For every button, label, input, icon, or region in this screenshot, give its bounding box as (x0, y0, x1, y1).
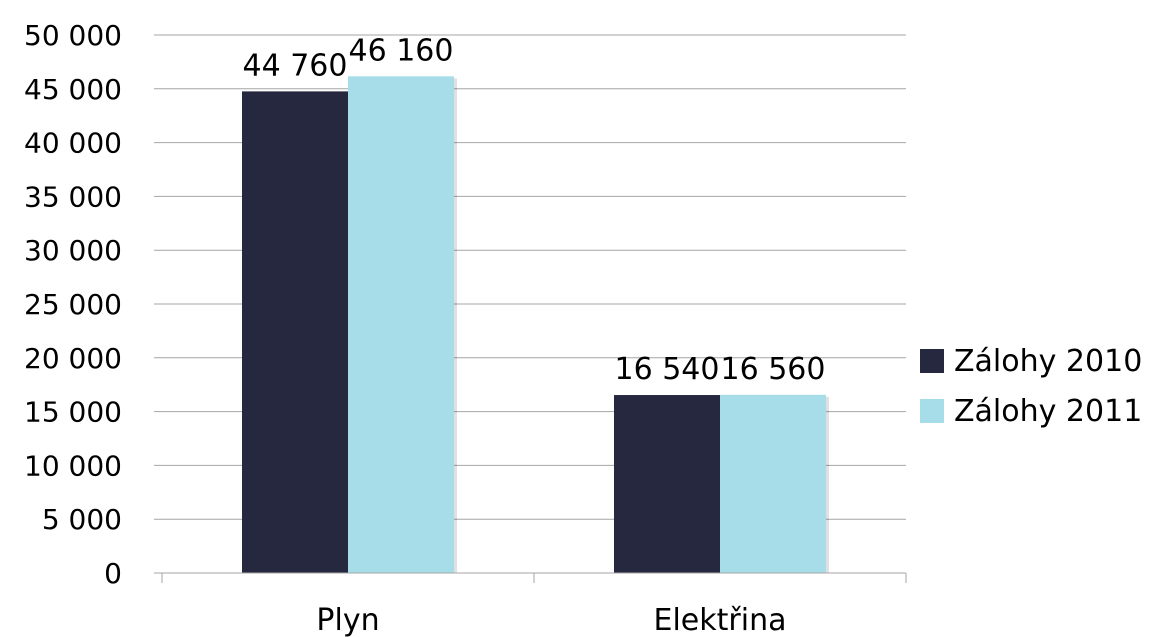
y-axis-ticks: 0 5 000 10 000 15 000 20 000 25 000 30 000 35 0… (24, 19, 122, 590)
bar (614, 395, 720, 573)
y-tick-label: 35 000 (24, 180, 122, 213)
y-tick-label: 5 000 (42, 503, 122, 536)
category-labels: Plyn Elektřina (316, 603, 786, 637)
y-tick-label: 40 000 (24, 127, 122, 160)
y-tick-label: 25 000 (24, 288, 122, 321)
data-label: 16 540 (615, 352, 720, 387)
y-tick-label: 10 000 (24, 449, 122, 482)
bar (348, 76, 454, 574)
legend: Zálohy 2010 Zálohy 2011 (920, 344, 1142, 429)
data-label: 44 760 (243, 48, 348, 83)
bar (720, 394, 826, 573)
y-tick-label: 30 000 (24, 234, 122, 267)
data-label: 16 560 (721, 352, 826, 387)
category-label: Plyn (316, 603, 379, 637)
legend-label: Zálohy 2010 (954, 344, 1142, 379)
y-tick-label: 15 000 (24, 396, 122, 429)
data-labels: 44 760 46 160 16 540 16 560 (243, 33, 826, 387)
legend-label: Zálohy 2011 (954, 394, 1142, 429)
y-tick-label: 0 (104, 557, 122, 590)
legend-swatch (920, 399, 944, 423)
y-tick-label: 45 000 (24, 73, 122, 106)
y-tick-label: 50 000 (24, 19, 122, 52)
data-label: 46 160 (349, 33, 454, 68)
bar (242, 91, 348, 574)
bars (242, 76, 829, 574)
y-tick-label: 20 000 (24, 342, 122, 375)
legend-swatch (920, 349, 944, 373)
x-axis (154, 572, 907, 583)
category-label: Elektřina (654, 603, 787, 637)
